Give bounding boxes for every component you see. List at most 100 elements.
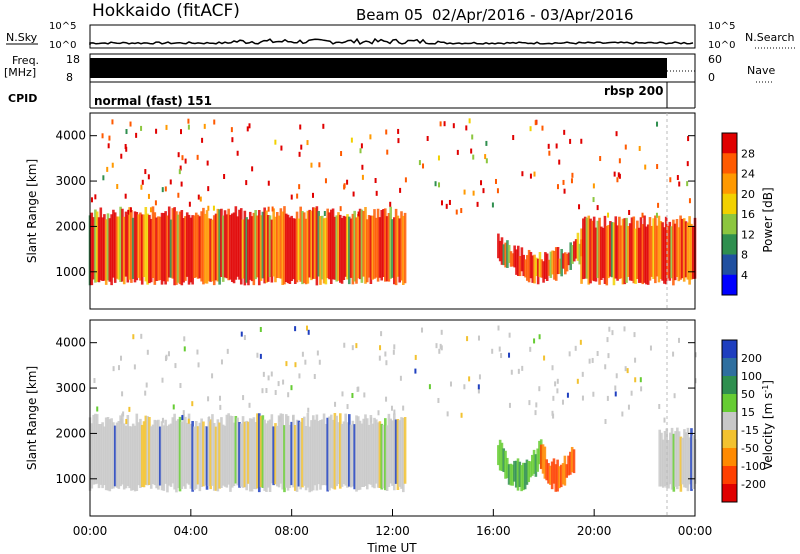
power-colorbar-label: Power [dB]	[761, 187, 775, 252]
scatter-echo	[177, 152, 180, 158]
scatter-echo	[147, 193, 150, 199]
scatter-echo	[445, 203, 448, 209]
echo-region	[88, 413, 407, 493]
colorbar-tick-label: -200	[741, 478, 766, 491]
scatter-echo	[574, 345, 577, 351]
scatter-echo	[470, 148, 473, 154]
scatter-echo	[183, 336, 186, 342]
colorbar-swatch	[722, 214, 737, 235]
colorbar-swatch	[722, 234, 737, 255]
scatter-echo	[282, 379, 285, 385]
scatter-echo	[606, 395, 609, 401]
scatter-echo	[484, 154, 487, 160]
scatter-echo	[120, 355, 123, 361]
scatter-echo	[440, 329, 443, 335]
scatter-echo	[676, 175, 679, 181]
scatter-echo	[140, 333, 143, 339]
scatter-echoes	[90, 118, 691, 218]
velocity-y-ticks: 1000 2000 3000 4000	[55, 336, 695, 486]
scatter-echo	[686, 161, 689, 167]
scatter-echo	[179, 165, 182, 171]
scatter-echo	[556, 388, 559, 394]
scatter-echo	[663, 417, 666, 423]
scatter-echo	[211, 373, 214, 379]
scatter-echo	[640, 386, 643, 392]
scatter-echo	[533, 171, 536, 177]
scatter-echo	[352, 191, 355, 197]
scatter-echo	[521, 365, 524, 371]
power-heatmap	[88, 118, 697, 286]
nsearch-tick-high: 10^5	[708, 21, 735, 32]
scatter-echo	[122, 411, 125, 417]
x-tick-label: 16:00	[476, 524, 511, 538]
scatter-echo	[498, 346, 501, 352]
scatter-echo	[121, 391, 124, 397]
scatter-echo	[179, 383, 182, 389]
scatter-echo	[397, 138, 400, 144]
scatter-echo	[128, 406, 131, 412]
scatter-echo	[271, 206, 274, 212]
scatter-echo	[657, 202, 660, 208]
scatter-echo	[677, 337, 680, 343]
scatter-echo	[280, 145, 283, 151]
scatter-echo	[101, 133, 104, 139]
scatter-echo	[133, 364, 136, 370]
scatter-echo	[212, 205, 215, 211]
velocity-y-label: Slant Range [km]	[25, 366, 39, 470]
scatter-echo	[570, 178, 573, 184]
scatter-echo	[385, 360, 388, 366]
scatter-echo	[94, 194, 97, 200]
scatter-echo	[614, 391, 617, 397]
scatter-echo	[471, 134, 474, 140]
scatter-echo	[535, 402, 538, 408]
scatter-echo	[141, 179, 144, 185]
scatter-echo	[144, 169, 147, 175]
scatter-echo	[220, 359, 223, 365]
scatter-echo	[656, 164, 659, 170]
beam-label: Beam 05	[356, 6, 423, 24]
scatter-echo	[618, 173, 621, 179]
y-tick-label: 4000	[55, 129, 86, 143]
nsearch-label: N.Search	[745, 31, 795, 44]
scatter-echo	[341, 391, 344, 397]
scatter-echo	[399, 187, 402, 193]
scatter-echo	[346, 179, 349, 185]
scatter-echo	[624, 144, 627, 150]
freq-tick-high: 18	[66, 53, 80, 66]
scatter-echo	[385, 396, 388, 402]
scatter-echo	[380, 331, 383, 337]
scatter-echo	[177, 192, 180, 198]
scatter-echo	[102, 175, 105, 181]
cpid-segment-1: normal (fast) 151	[94, 94, 212, 108]
scatter-echo	[246, 126, 249, 132]
scatter-echo	[548, 150, 551, 156]
scatter-echo	[497, 325, 500, 331]
scatter-echo	[604, 364, 607, 370]
scatter-echo	[615, 131, 618, 137]
scatter-echo	[641, 212, 644, 218]
velocity-heatmap	[88, 325, 697, 493]
scatter-echo	[655, 212, 658, 218]
scatter-echo	[576, 378, 579, 384]
power-colorbar: 28 24 20 16 12 8 4	[721, 132, 755, 296]
scatter-echo	[149, 207, 152, 213]
scatter-echo	[125, 146, 128, 152]
scatter-echo	[187, 118, 190, 124]
scatter-echo	[694, 352, 697, 358]
scatter-echo	[592, 183, 595, 189]
scatter-echo	[440, 200, 443, 206]
scatter-echo	[207, 186, 210, 192]
scatter-echo	[456, 149, 459, 155]
scatter-echo	[236, 150, 239, 156]
scatter-echo	[561, 399, 564, 405]
scatter-echo	[324, 178, 327, 184]
colorbar-tick-label: 50	[741, 388, 755, 401]
colorbar-swatch	[722, 173, 737, 195]
colorbar-tick-label: 200	[741, 352, 762, 365]
nave-tick-high: 60	[708, 53, 722, 66]
power-panel-frame	[89, 112, 696, 310]
scatter-echo	[389, 201, 392, 207]
scatter-echo	[248, 402, 251, 408]
scatter-echo	[267, 180, 270, 186]
scatter-echo	[323, 210, 326, 216]
